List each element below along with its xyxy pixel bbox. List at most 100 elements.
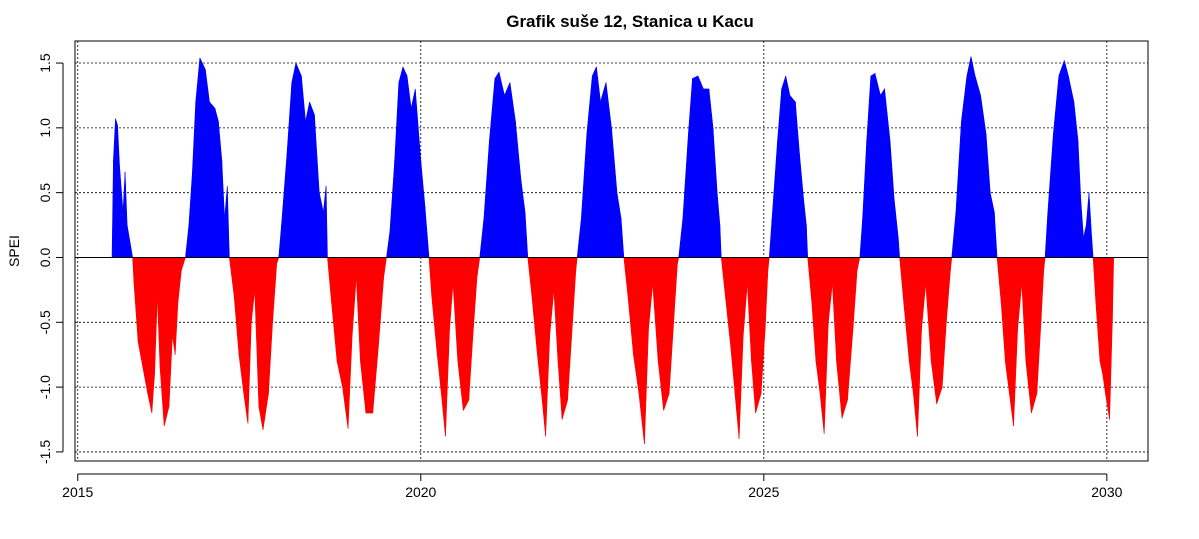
spei-negative-segment xyxy=(268,257,273,394)
spei-negative-segment xyxy=(856,257,861,271)
spei-negative-segment xyxy=(276,257,280,265)
spei-positive-segment xyxy=(985,134,991,258)
y-tick-label: -0.5 xyxy=(37,310,53,334)
spei-positive-segment xyxy=(616,192,622,258)
spei-positive-segment xyxy=(966,56,972,258)
spei-positive-segment xyxy=(600,82,607,258)
spei-negative-segment xyxy=(177,257,182,303)
spei-positive-segment xyxy=(124,171,128,258)
spei-positive-segment xyxy=(799,153,804,258)
spei-positive-segment xyxy=(199,57,206,258)
spei-positive-segment xyxy=(697,75,704,258)
spei-positive-segment xyxy=(286,82,293,258)
spei-positive-segment xyxy=(185,225,190,258)
spei-positive-segment xyxy=(605,82,612,258)
spei-positive-segment xyxy=(682,134,689,258)
spei-positive-segment xyxy=(806,225,809,258)
spei-positive-segment xyxy=(591,66,597,258)
spei-negative-segment xyxy=(823,257,829,434)
spei-negative-segment xyxy=(921,257,927,329)
spei-negative-segment xyxy=(527,257,533,297)
spei-positive-segment xyxy=(115,118,118,258)
spei-negative-segment xyxy=(657,257,664,411)
spei-negative-segment xyxy=(254,257,260,407)
spei-positive-segment xyxy=(278,225,282,258)
spei-positive-segment xyxy=(126,225,133,258)
spei-positive-segment xyxy=(961,75,968,258)
spei-positive-segment xyxy=(620,218,625,258)
spei-positive-segment xyxy=(889,140,895,258)
spei-negative-segment xyxy=(1099,257,1104,375)
spei-negative-segment xyxy=(372,257,379,414)
spei-positive-segment xyxy=(989,192,995,258)
spei-positive-segment xyxy=(221,160,225,258)
spei-positive-segment xyxy=(192,101,197,258)
spei-positive-segment xyxy=(874,73,881,258)
spei-positive-segment xyxy=(785,75,791,258)
chart-title: Grafik suše 12, Stanica u Kacu xyxy=(506,12,754,31)
spei-negative-segment xyxy=(668,257,674,394)
spei-negative-segment xyxy=(567,257,573,401)
spei-positive-segment xyxy=(1044,212,1049,258)
spei-negative-segment xyxy=(836,257,843,419)
spei-positive-segment xyxy=(866,75,872,258)
spei-positive-segment xyxy=(771,140,778,258)
spei-negative-segment xyxy=(644,257,649,445)
spei-negative-segment xyxy=(1105,257,1110,420)
spei-negative-segment xyxy=(908,257,914,394)
spei-negative-segment xyxy=(463,257,470,411)
spei-negative-segment xyxy=(747,257,752,362)
spei-positive-segment xyxy=(970,56,976,258)
spei-negative-segment xyxy=(917,257,922,437)
spei-negative-segment xyxy=(133,257,139,342)
spei-negative-segment xyxy=(431,257,438,355)
spei-negative-segment xyxy=(1109,257,1113,420)
spei-positive-segment xyxy=(386,231,391,258)
spei-positive-segment xyxy=(712,127,718,258)
spei-negative-segment xyxy=(1000,257,1006,362)
spei-negative-segment xyxy=(1095,257,1101,362)
spei-negative-segment xyxy=(1021,257,1027,362)
spei-negative-segment xyxy=(449,257,454,329)
spei-negative-segment xyxy=(476,257,481,277)
spei-negative-segment xyxy=(648,257,653,329)
spei-negative-segment xyxy=(1025,257,1032,414)
spei-negative-segment xyxy=(811,257,817,362)
spei-positive-segment xyxy=(1085,192,1090,258)
spei-negative-segment xyxy=(1036,257,1042,394)
spei-negative-segment xyxy=(1005,257,1010,394)
spei-positive-segment xyxy=(1091,238,1094,258)
spei-negative-segment xyxy=(751,257,756,414)
spei-positive-segment xyxy=(781,75,787,258)
spei-positive-segment xyxy=(227,186,230,258)
spei-negative-segment xyxy=(1017,257,1023,329)
spei-positive-segment xyxy=(515,121,522,258)
spei-positive-segment xyxy=(209,101,216,258)
x-tick-label: 2015 xyxy=(62,484,93,500)
spei-negative-segment xyxy=(549,257,555,336)
spei-negative-segment xyxy=(847,257,854,401)
spei-negative-segment xyxy=(445,257,450,437)
spei-positive-segment xyxy=(708,88,714,258)
spei-positive-segment xyxy=(119,166,124,258)
spei-negative-segment xyxy=(537,257,542,394)
spei-area xyxy=(111,56,1115,445)
spei-negative-segment xyxy=(441,257,446,437)
spei-positive-segment xyxy=(325,186,328,258)
spei-positive-segment xyxy=(692,75,699,258)
spei-negative-segment xyxy=(327,257,332,303)
spei-negative-segment xyxy=(342,257,349,429)
spei-positive-segment xyxy=(195,57,201,258)
x-axis: 2015 2020 2025 2030 xyxy=(62,473,1123,500)
spei-negative-segment xyxy=(996,257,1002,303)
spei-negative-segment xyxy=(627,257,634,355)
spei-positive-segment xyxy=(122,171,126,258)
spei-positive-segment xyxy=(688,78,693,258)
spei-negative-segment xyxy=(941,257,947,388)
spei-positive-segment xyxy=(870,72,876,258)
spei-positive-segment xyxy=(1083,225,1087,258)
spei-negative-segment xyxy=(545,257,551,437)
spei-positive-segment xyxy=(498,72,505,258)
spei-negative-segment xyxy=(142,257,149,394)
